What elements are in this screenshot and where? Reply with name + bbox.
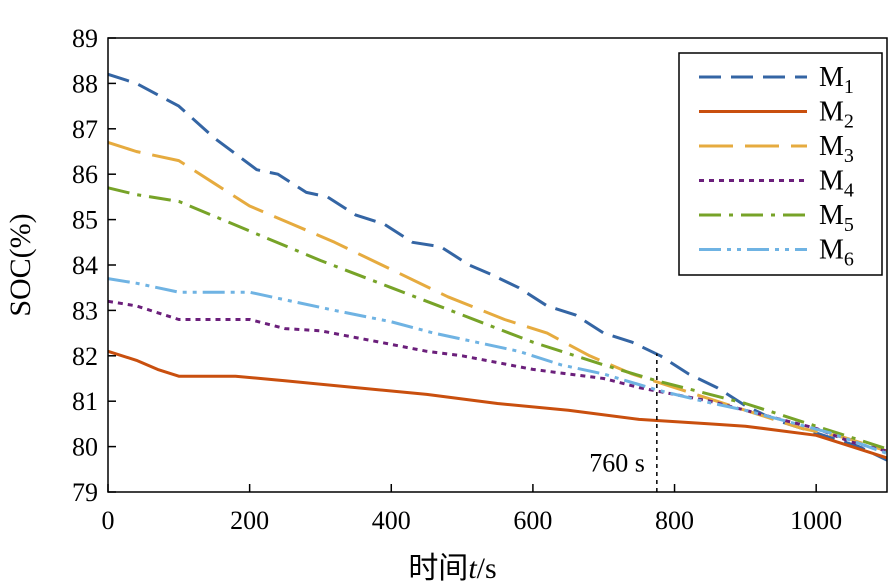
x-tick-label: 400	[372, 506, 411, 535]
legend-label-m6: M6	[819, 235, 854, 271]
legend-label-m1: M1	[819, 62, 854, 98]
y-tick-label: 79	[72, 478, 98, 507]
annotation-760s-label: 760 s	[589, 449, 645, 478]
x-tick-label: 1000	[790, 506, 842, 535]
series-layer	[107, 72, 888, 462]
series-line-m2	[107, 349, 888, 460]
y-tick-label: 80	[72, 433, 98, 462]
x-axis-title: 时间t/s	[408, 552, 496, 585]
x-tick-label: 800	[655, 506, 694, 535]
x-tick-label: 0	[102, 506, 115, 535]
y-tick-label: 86	[72, 160, 98, 189]
legend-label-m4: M4	[819, 166, 854, 202]
legend-label-m5: M5	[819, 200, 854, 236]
legend-label-m3: M3	[819, 131, 854, 167]
x-tick-label: 200	[230, 506, 269, 535]
y-tick-label: 88	[72, 69, 98, 98]
series-line-m6	[107, 277, 888, 455]
y-tick-label: 81	[72, 387, 98, 416]
y-tick-label: 89	[72, 24, 98, 53]
y-tick-label: 84	[72, 251, 98, 280]
annotation-layer: 760 s	[589, 353, 658, 492]
legend-label-m2: M2	[819, 97, 854, 133]
y-tick-label: 85	[72, 206, 98, 235]
axes: 0 200 400 600 800 1000 79 80 81 82 83 84 85 86 87 88 89 时…	[4, 24, 888, 585]
y-axis-title: SOC(%)	[4, 213, 37, 316]
series-line-m5	[107, 186, 888, 451]
legend-box	[678, 52, 883, 276]
y-tick-label: 87	[72, 115, 98, 144]
y-tick-label: 83	[72, 296, 98, 325]
x-tick-label: 600	[513, 506, 552, 535]
series-line-m4	[107, 299, 888, 453]
y-tick-label: 82	[72, 342, 98, 371]
